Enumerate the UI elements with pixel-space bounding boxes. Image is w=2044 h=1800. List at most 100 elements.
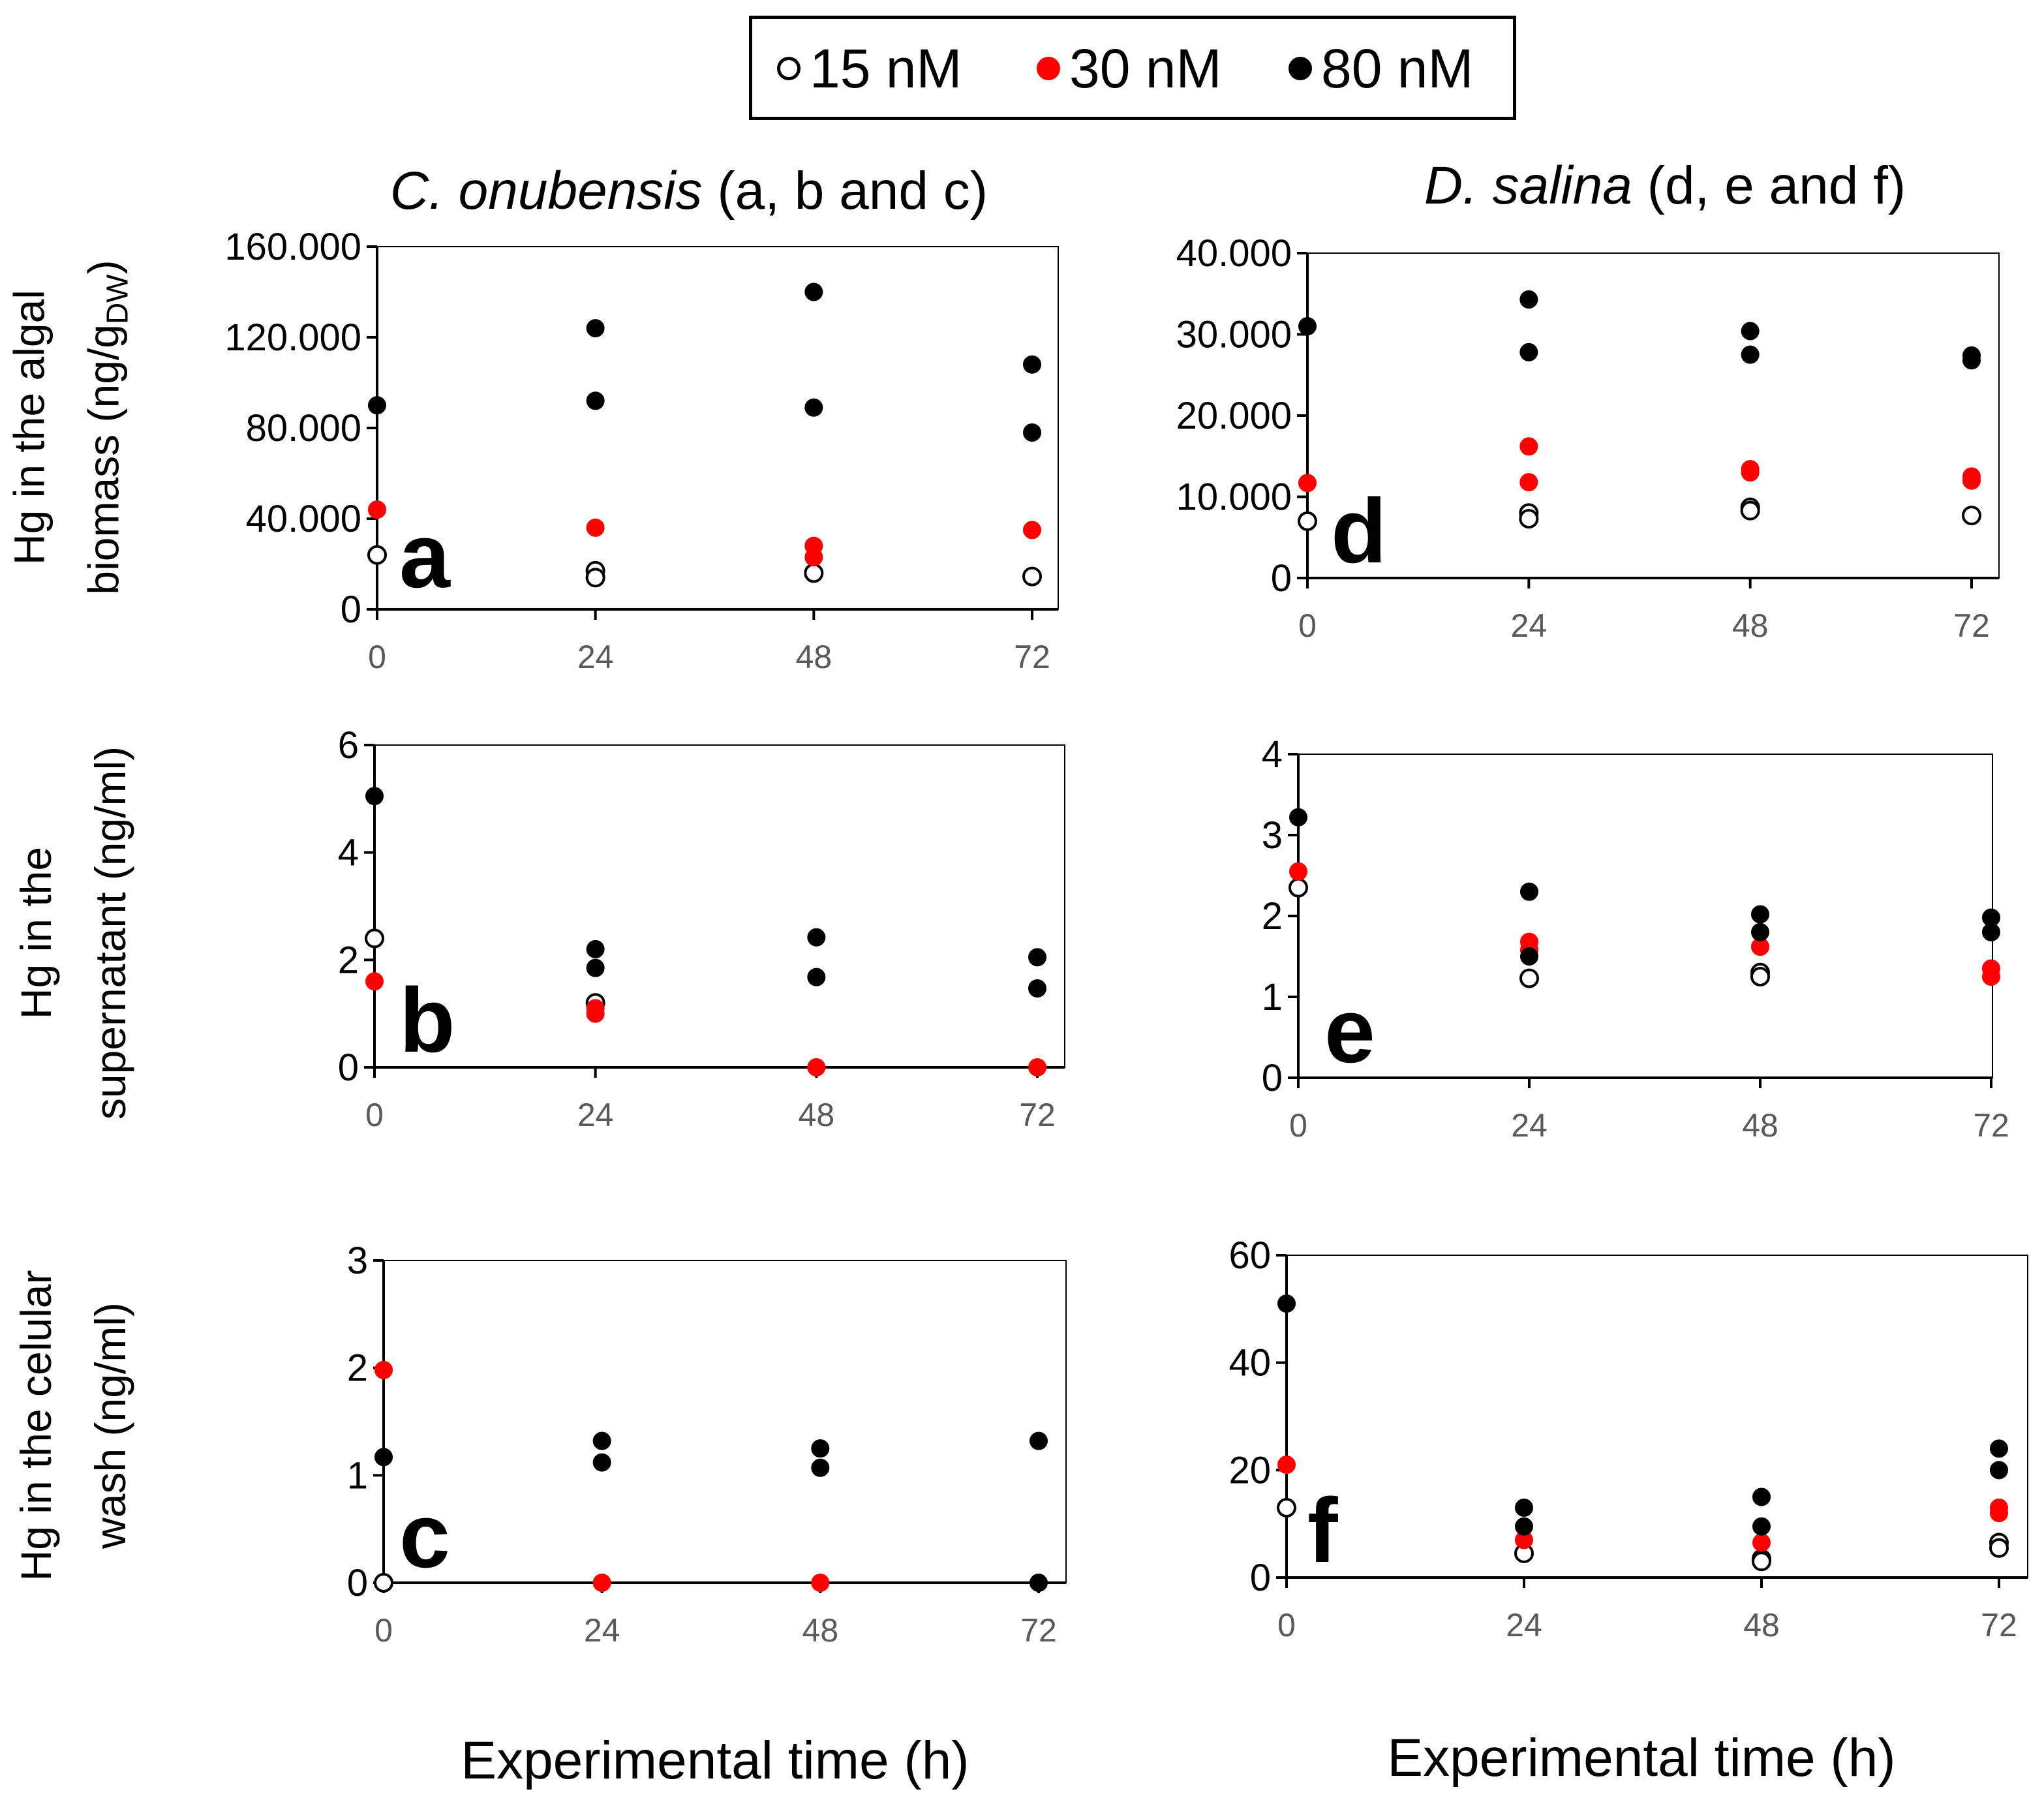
data-point-80nm [1298, 317, 1317, 336]
series-80nm-d [1298, 290, 1981, 370]
panel-f: 0 20 40 60 0 24 48 72 f [1228, 1234, 2028, 1643]
plot-area-a [376, 246, 1059, 610]
x-tick-label-a: 0 [368, 639, 386, 675]
series-15nm-f [1277, 1497, 2009, 1572]
data-point-80nm [586, 319, 605, 338]
data-point-30nm [1752, 1533, 1771, 1552]
data-point-80nm [592, 1453, 611, 1472]
data-point-80nm [365, 787, 384, 806]
data-point-30nm [1289, 862, 1307, 881]
x-tick-label-a: 24 [577, 639, 614, 675]
data-point-80nm [1982, 923, 2000, 941]
data-point-30nm [1982, 968, 2000, 986]
data-point-80nm [1741, 322, 1760, 341]
legend-label-80nm: 80 nM [1321, 38, 1474, 99]
panel-a: 0 40.000 80.000 120.000 160.000 0 24 48 72 a [224, 226, 1059, 675]
data-point-80nm [592, 1431, 611, 1450]
data-point-80nm [1028, 979, 1046, 998]
data-point-30nm [365, 972, 384, 991]
y-tick-label-c: 2 [347, 1347, 368, 1390]
data-point-15nm [367, 545, 387, 565]
data-point-80nm [1990, 1461, 2008, 1480]
y-tick-label-a: 40.000 [246, 498, 361, 540]
series-30nm-a [368, 500, 1041, 567]
data-point-15nm [1519, 509, 1539, 529]
x-tick-label-d: 24 [1511, 607, 1548, 644]
x-tick-label-d: 0 [1298, 607, 1317, 644]
plot-area-f [1286, 1255, 2028, 1578]
panel-e: 0 1 2 3 4 0 24 48 72 e [1262, 733, 2009, 1144]
x-tick-label-b: 48 [799, 1097, 835, 1133]
legend-entry-80nm: 80 nM [1289, 38, 1474, 99]
data-point-80nm [1520, 882, 1538, 901]
series-80nm-e [1289, 808, 2000, 966]
series-15nm-d [1298, 497, 1981, 531]
y-tick-label-f: 20 [1228, 1449, 1271, 1491]
series-80nm-c [374, 1431, 1048, 1592]
plot-area-c [383, 1260, 1067, 1583]
data-point-80nm [1277, 1294, 1296, 1313]
y-tick-label-c: 0 [347, 1562, 368, 1604]
panel-c: 0 1 2 3 0 24 48 72 c [347, 1240, 1067, 1649]
x-tick-label-f: 0 [1277, 1607, 1296, 1643]
data-point-30nm [804, 548, 823, 567]
y-tick-label-b: 0 [338, 1046, 359, 1089]
panel-list-right: (d, e and f) [1647, 156, 1906, 215]
series-15nm-c [374, 1573, 393, 1593]
data-point-30nm [374, 1360, 393, 1379]
y-tick-label-e: 1 [1262, 976, 1283, 1018]
data-point-80nm [1023, 355, 1041, 374]
x-tick-label-a: 48 [796, 639, 832, 675]
legend-marker-80nm [1289, 57, 1312, 80]
x-tick-label-e: 72 [1973, 1107, 2009, 1144]
legend-marker-15nm [777, 57, 801, 80]
data-point-30nm [807, 1058, 826, 1076]
data-point-30nm [1519, 473, 1538, 492]
column-title-left: C. onubensis (a, b and c) [390, 162, 988, 221]
data-point-80nm [1028, 948, 1046, 967]
data-point-80nm [1752, 1487, 1771, 1506]
data-point-80nm [1519, 343, 1538, 361]
data-point-15nm [374, 1573, 393, 1593]
legend-label-30nm: 30 nM [1069, 38, 1222, 99]
series-30nm-d [1298, 437, 1981, 493]
data-point-30nm [1023, 521, 1041, 540]
x-tick-label-c: 24 [584, 1612, 620, 1649]
x-tick-label-f: 24 [1506, 1607, 1542, 1643]
data-point-80nm [811, 1439, 830, 1458]
data-point-15nm [1962, 506, 1981, 526]
y-tick-label-a: 80.000 [246, 407, 361, 450]
data-point-80nm [807, 928, 826, 947]
y-tick-label-e: 2 [1262, 895, 1283, 938]
panel-label-b: b [399, 969, 455, 1071]
x-tick-label-b: 0 [365, 1097, 384, 1133]
x-tick-label-e: 0 [1289, 1107, 1307, 1144]
x-tick-label-e: 48 [1742, 1107, 1778, 1144]
legend-entry-30nm: 30 nM [1037, 38, 1222, 99]
plot-area-e [1298, 754, 1993, 1078]
series-15nm-e [1289, 877, 1770, 988]
data-point-80nm [1030, 1431, 1048, 1450]
data-point-80nm [1752, 1517, 1771, 1536]
y-tick-label-d: 20.000 [1176, 395, 1292, 437]
panel-label-d: d [1331, 480, 1387, 582]
data-point-15nm [1750, 967, 1770, 986]
data-point-80nm [1519, 290, 1538, 309]
y-tick-label-d: 0 [1271, 557, 1292, 600]
data-point-80nm [804, 398, 823, 417]
y-tick-label-f: 40 [1228, 1342, 1271, 1384]
series-30nm-c [374, 1360, 830, 1592]
x-tick-label-c: 72 [1020, 1612, 1057, 1649]
x-tick-label-b: 72 [1019, 1097, 1056, 1133]
y-tick-label-a: 160.000 [224, 226, 361, 268]
data-point-80nm [374, 1448, 393, 1467]
data-point-15nm [1740, 500, 1760, 521]
y-tick-label-f: 0 [1250, 1557, 1271, 1599]
data-point-30nm [592, 1574, 611, 1592]
series-30nm-b [365, 972, 1046, 1076]
data-point-80nm [586, 958, 605, 977]
panel-label-a: a [399, 504, 451, 607]
data-point-80nm [1515, 1498, 1533, 1517]
